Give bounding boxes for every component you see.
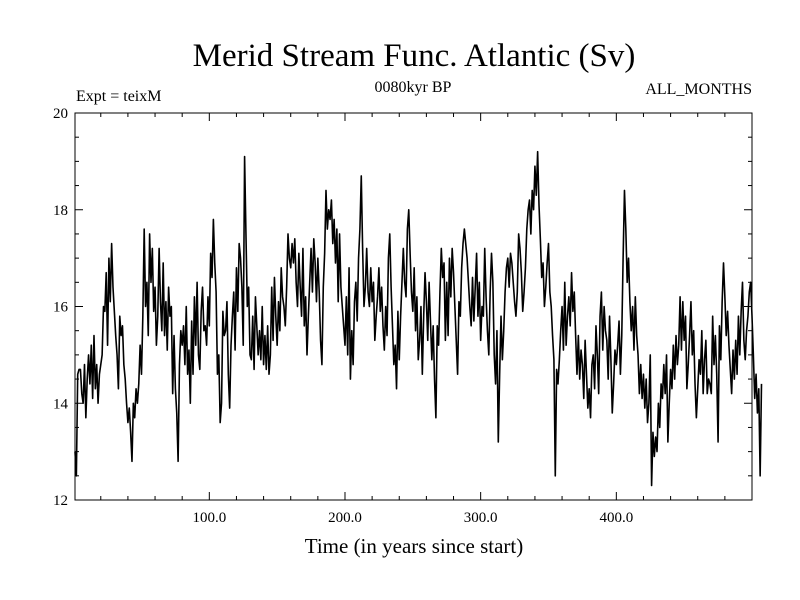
x-tick-label: 200.0	[328, 510, 362, 526]
x-tick-label: 400.0	[599, 510, 633, 526]
y-tick-label: 12	[53, 493, 68, 509]
series-line	[74, 150, 763, 487]
period-label: 0080kyr BP	[375, 79, 452, 96]
y-tick-label: 20	[53, 106, 68, 122]
x-tick-label: 100.0	[192, 510, 226, 526]
x-tick-label: 300.0	[464, 510, 498, 526]
y-tick-label: 16	[53, 300, 69, 316]
experiment-label: Expt = teixM	[76, 88, 161, 105]
months-label: ALL_MONTHS	[645, 81, 752, 98]
y-tick-label: 18	[53, 203, 68, 219]
x-axis-label: Time (in years since start)	[305, 534, 524, 558]
y-axis: 12 14 16 18 20	[53, 106, 752, 509]
y-tick-label: 14	[53, 396, 69, 412]
series-layer	[74, 150, 763, 487]
chart-title: Merid Stream Func. Atlantic (Sv)	[193, 38, 636, 74]
x-axis: 100.0 200.0 300.0 400.0	[100, 113, 753, 526]
